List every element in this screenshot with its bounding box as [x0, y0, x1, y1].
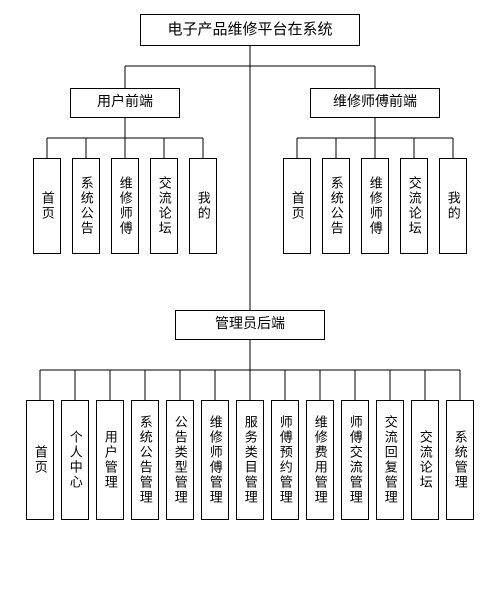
- leaf-node: 首页: [283, 158, 311, 254]
- root-node: 电子产品维修平台在系统: [140, 14, 360, 46]
- leaf-node: 维修费用管理: [306, 400, 334, 520]
- leaf-label: 公告类型管理: [172, 415, 188, 505]
- leaf-node: 系统公告管理: [131, 400, 159, 520]
- branch-label: 用户前端: [97, 95, 153, 112]
- leaf-node: 师傅预约管理: [271, 400, 299, 520]
- leaf-node: 个人中心: [61, 400, 89, 520]
- leaf-node: 我的: [189, 158, 217, 254]
- leaf-label: 交流回复管理: [382, 415, 398, 505]
- leaf-node: 首页: [26, 400, 54, 520]
- leaf-node: 公告类型管理: [166, 400, 194, 520]
- leaf-label: 师傅交流管理: [347, 415, 363, 505]
- leaf-label: 用户管理: [102, 430, 118, 490]
- branch-label: 维修师傅前端: [333, 95, 417, 112]
- leaf-node: 服务类目管理: [236, 400, 264, 520]
- leaf-label: 维修师傅: [367, 176, 383, 236]
- leaf-label: 系统公告管理: [137, 415, 153, 505]
- leaf-label: 我的: [445, 191, 461, 221]
- leaf-label: 系统公告: [328, 176, 344, 236]
- leaf-node: 交流回复管理: [376, 400, 404, 520]
- leaf-node: 系统管理: [446, 400, 474, 520]
- leaf-node: 交流论坛: [411, 400, 439, 520]
- leaf-node: 维修师傅: [361, 158, 389, 254]
- leaf-node: 维修师傅管理: [201, 400, 229, 520]
- leaf-label: 首页: [32, 445, 48, 475]
- leaf-node: 用户管理: [96, 400, 124, 520]
- leaf-label: 服务类目管理: [242, 415, 258, 505]
- leaf-node: 交流论坛: [150, 158, 178, 254]
- leaf-label: 交流论坛: [406, 176, 422, 236]
- root-label: 电子产品维修平台在系统: [167, 21, 332, 39]
- leaf-node: 师傅交流管理: [341, 400, 369, 520]
- leaf-node: 系统公告: [322, 158, 350, 254]
- leaf-label: 师傅预约管理: [277, 415, 293, 505]
- leaf-label: 交流论坛: [156, 176, 172, 236]
- leaf-label: 维修师傅: [117, 176, 133, 236]
- branch-admin-back: 管理员后端: [175, 310, 325, 340]
- leaf-label: 我的: [195, 191, 211, 221]
- leaf-label: 系统管理: [452, 430, 468, 490]
- leaf-label: 首页: [39, 191, 55, 221]
- leaf-node: 我的: [439, 158, 467, 254]
- leaf-label: 维修师傅管理: [207, 415, 223, 505]
- leaf-label: 个人中心: [67, 430, 83, 490]
- leaf-node: 系统公告: [72, 158, 100, 254]
- leaf-label: 系统公告: [78, 176, 94, 236]
- leaf-label: 交流论坛: [417, 430, 433, 490]
- branch-user-front: 用户前端: [70, 88, 180, 118]
- leaf-label: 首页: [289, 191, 305, 221]
- branch-label: 管理员后端: [215, 317, 285, 334]
- leaf-node: 维修师傅: [111, 158, 139, 254]
- leaf-node: 首页: [33, 158, 61, 254]
- branch-tech-front: 维修师傅前端: [310, 88, 440, 118]
- leaf-label: 维修费用管理: [312, 415, 328, 505]
- org-tree-diagram: 电子产品维修平台在系统 用户前端 维修师傅前端 首页 系统公告 维修师傅 交流论…: [10, 10, 490, 580]
- leaf-node: 交流论坛: [400, 158, 428, 254]
